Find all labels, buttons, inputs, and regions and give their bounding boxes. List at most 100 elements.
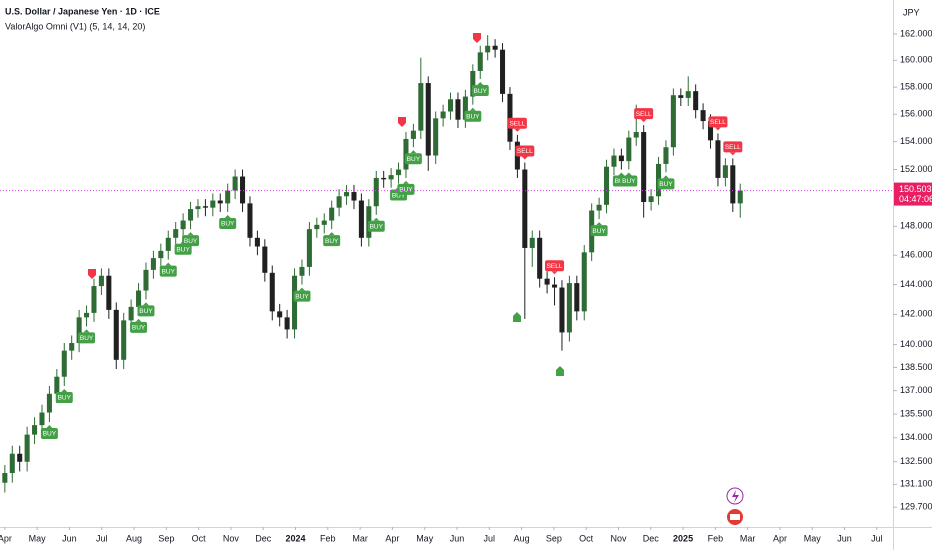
x-tick-label: Nov <box>610 533 627 543</box>
candle-body <box>581 252 587 312</box>
y-tick-label: 134.000 <box>900 432 932 442</box>
sell-signal: SELL <box>545 260 565 275</box>
candle-body <box>46 393 52 413</box>
last-price-box <box>894 182 932 206</box>
signal-label: SELL <box>636 111 652 118</box>
candle-body <box>529 237 535 248</box>
y-tick-label: 156.000 <box>900 109 932 119</box>
x-tick-label: Jun <box>837 533 852 543</box>
signal-tail <box>551 271 558 275</box>
candle-body <box>136 290 142 307</box>
signal-tail <box>625 172 632 176</box>
sell-signal: SELL <box>507 117 527 132</box>
candle-body <box>722 165 728 178</box>
sell-signal: SELL <box>723 141 743 156</box>
candle-body <box>39 412 45 426</box>
candle-body <box>611 155 617 167</box>
candle-body <box>418 83 424 131</box>
y-tick-label: 142.000 <box>900 309 932 319</box>
candle-body <box>321 220 327 225</box>
signal-tail <box>410 150 417 154</box>
signal-label: BUY <box>407 156 421 163</box>
candle-body <box>173 229 179 238</box>
candle-body <box>566 283 572 333</box>
signal-tail <box>46 424 53 428</box>
candle-body <box>552 284 558 288</box>
signal-label: BUY <box>659 181 673 188</box>
candle-body <box>299 266 305 276</box>
signal-box <box>620 175 638 187</box>
signal-tail <box>477 82 484 86</box>
candle-body <box>225 190 231 204</box>
y-tick-label: 160.000 <box>900 55 932 65</box>
signal-label: BUY <box>58 395 72 402</box>
event-icon-glyph <box>732 490 739 503</box>
candle-body <box>470 71 476 97</box>
candle-body <box>344 192 350 197</box>
candle-body <box>217 200 223 204</box>
shield-icon <box>513 312 521 322</box>
signal-label: BUY <box>370 224 384 231</box>
signal-tail <box>142 302 149 306</box>
signal-tail <box>618 172 625 176</box>
buy-signal: BUY <box>137 302 155 317</box>
buy-signal: BUY <box>464 107 482 122</box>
x-tick-label: May <box>804 533 822 543</box>
signal-label: BUY <box>474 88 488 95</box>
candle-body <box>648 196 654 202</box>
sell-signal: SELL <box>708 116 728 131</box>
y-tick-label: 137.000 <box>900 385 932 395</box>
signal-label: BUY <box>392 192 406 199</box>
signal-label: BUY <box>80 335 94 342</box>
shield-icon <box>88 269 96 279</box>
signal-box <box>219 217 237 229</box>
signal-box <box>130 321 148 333</box>
buy-signal: BUY <box>293 287 311 302</box>
signal-tail <box>298 287 305 291</box>
candle-body <box>284 317 290 330</box>
signal-label: BUY <box>43 431 57 438</box>
x-tick-label: Dec <box>643 533 660 543</box>
candle-body <box>240 176 246 204</box>
y-tick-label: 140.000 <box>900 339 932 349</box>
signal-tail <box>187 232 194 236</box>
x-tick-label: Feb <box>320 533 336 543</box>
signal-label: BUY <box>295 293 309 300</box>
candle-body <box>626 137 632 162</box>
y-tick-label: 162.000 <box>900 28 932 38</box>
x-tick-label: Jul <box>871 533 883 543</box>
x-tick-label: Aug <box>126 533 142 543</box>
plot-area: BUY BUY BUY BUY BUY BUY BUY BUY BUY BUY BUY BUY BUY B… <box>2 35 743 493</box>
y-tick-label: 144.000 <box>900 279 932 289</box>
candle-body <box>232 176 238 191</box>
candle-body <box>24 434 30 462</box>
candle-body <box>165 237 171 251</box>
candle-body <box>574 283 580 312</box>
candle-body <box>737 190 743 204</box>
candle-body <box>396 169 402 176</box>
y-tick-label: 132.500 <box>900 456 932 466</box>
candle-body <box>685 91 691 98</box>
signal-label: BUY <box>325 238 339 245</box>
candle-body <box>277 311 283 318</box>
signal-box <box>515 145 535 157</box>
x-tick-label: Nov <box>223 533 240 543</box>
candle-body <box>663 147 669 164</box>
signal-box <box>464 110 482 122</box>
x-tick-label: 2025 <box>673 533 693 543</box>
x-tick-label: Sep <box>158 533 174 543</box>
signal-label: BUY <box>622 178 636 185</box>
candle-body <box>202 206 208 208</box>
x-tick-label: Sep <box>546 533 562 543</box>
candle-body <box>596 204 602 211</box>
candle-body <box>492 45 498 50</box>
candle-body <box>150 258 156 270</box>
candle-body <box>128 306 134 321</box>
signal-label: BUY <box>162 268 176 275</box>
candle-body <box>247 203 253 238</box>
y-tick-label: 158.000 <box>900 81 932 91</box>
signal-box <box>404 153 422 165</box>
signal-tail <box>521 156 528 160</box>
signal-tail <box>662 175 669 179</box>
candle-body <box>262 246 268 273</box>
